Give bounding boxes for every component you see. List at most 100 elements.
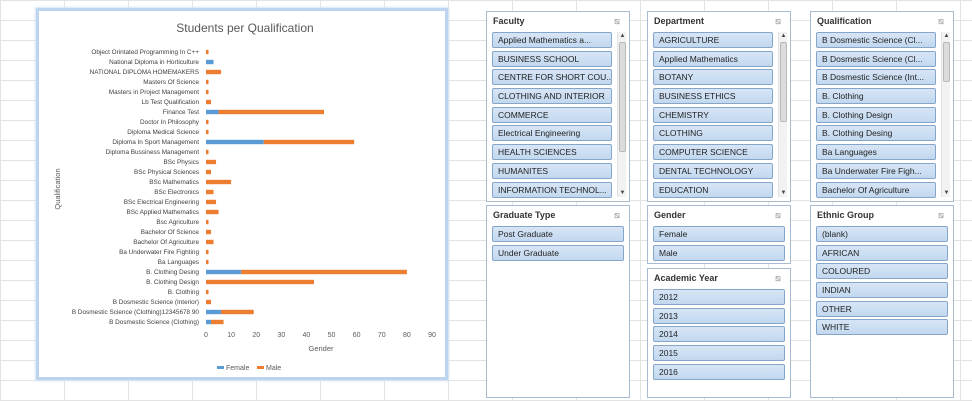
clear-filter-icon[interactable]: ⧅ — [938, 16, 944, 26]
qualification-scrollbar[interactable]: ▲ ▼ — [941, 32, 950, 197]
academic-year-item[interactable]: 2012 — [653, 289, 785, 305]
gender-item[interactable]: Male — [653, 244, 785, 261]
x-tick-label: 90 — [428, 332, 436, 339]
faculty-item[interactable]: BUSINESS SCHOOL — [492, 50, 612, 67]
bar-male — [206, 49, 209, 55]
category-label: Doctor In Philosophy — [140, 119, 200, 126]
department-item[interactable]: AGRICULTURE — [653, 32, 773, 48]
scroll-down-arrow-icon[interactable]: ▼ — [943, 190, 950, 196]
x-tick-label: 10 — [227, 332, 235, 339]
faculty-item[interactable]: CENTRE FOR SHORT COU... — [492, 69, 612, 86]
qualification-item[interactable]: B Dosmestic Science (Cl... — [816, 32, 936, 48]
category-label: Ba Languages — [158, 259, 199, 266]
category-label: BSc Physics — [163, 159, 199, 166]
legend-label-female: Female — [226, 365, 249, 372]
qualification-item[interactable]: Bachelor Of Agriculture — [816, 181, 936, 198]
qualification-item[interactable]: B Dosmestic Science (Cl... — [816, 50, 936, 67]
category-label: BSc Applied Mathematics — [127, 209, 199, 216]
academic-year-item[interactable]: 2014 — [653, 326, 785, 343]
category-label: Diploma In Sport Management — [112, 139, 199, 146]
bar-male — [206, 229, 212, 235]
graduate-type-slicer: Graduate Type ⧅ Post Graduate Under Gradu… — [486, 205, 630, 398]
clear-filter-icon[interactable]: ⧅ — [775, 16, 781, 26]
graduate-type-item[interactable]: Under Graduate — [492, 244, 624, 261]
scroll-down-arrow-icon[interactable]: ▼ — [780, 190, 787, 196]
chart-container[interactable]: Students per Qualification Object Orinta… — [36, 8, 448, 380]
scroll-up-arrow-icon[interactable]: ▲ — [619, 33, 626, 39]
department-item[interactable]: COMPUTER SCIENCE — [653, 144, 773, 161]
department-item[interactable]: Applied Mathematics — [653, 50, 773, 67]
faculty-item[interactable]: COMMERCE — [492, 106, 612, 123]
academic-year-item[interactable]: 2013 — [653, 307, 785, 324]
ethnic-group-item[interactable]: OTHER — [816, 300, 948, 317]
qualification-item[interactable]: B. Clothing Desing — [816, 125, 936, 142]
scroll-thumb[interactable] — [943, 42, 950, 82]
clear-filter-icon[interactable]: ⧅ — [614, 16, 620, 26]
x-tick-label: 60 — [353, 332, 361, 339]
bar-male — [206, 199, 217, 205]
bar-male — [206, 149, 209, 155]
department-item[interactable]: CHEMISTRY — [653, 106, 773, 123]
bar-male — [206, 299, 212, 305]
qualification-item[interactable]: B. Clothing — [816, 88, 936, 105]
faculty-item[interactable]: HUMANITES — [492, 162, 612, 179]
category-label: BSc Electronics — [154, 189, 199, 196]
scroll-up-arrow-icon[interactable]: ▲ — [780, 33, 787, 39]
category-label: Bachelor Of Agriculture — [133, 239, 199, 246]
bar-male — [206, 89, 209, 95]
category-label: B. Clothing Desing — [146, 269, 199, 276]
clear-filter-icon[interactable]: ⧅ — [775, 273, 781, 283]
category-label: B Dosmestic Science (Clothing)12345678 9… — [72, 309, 200, 316]
gender-slicer: Gender ⧅ Female Male — [647, 205, 791, 264]
department-item[interactable]: EDUCATION — [653, 181, 773, 198]
category-label: Bsc Agriculture — [156, 219, 199, 226]
gender-slicer-title: Gender — [654, 210, 686, 220]
clear-filter-icon[interactable]: ⧅ — [614, 210, 620, 220]
qualification-item[interactable]: Ba Underwater Fire Figh... — [816, 162, 936, 179]
academic-year-slicer: Academic Year ⧅ 2012 2013 2014 2015 2016 — [647, 268, 791, 398]
bar-male — [206, 249, 209, 255]
qualification-item[interactable]: Ba Languages — [816, 144, 936, 161]
x-tick-label: 20 — [252, 332, 260, 339]
graduate-type-item[interactable]: Post Graduate — [492, 226, 624, 242]
bar-male — [206, 179, 232, 185]
gender-item[interactable]: Female — [653, 226, 785, 242]
faculty-item[interactable]: INFORMATION TECHNOL... — [492, 181, 612, 198]
qualification-item[interactable]: B. Clothing Design — [816, 106, 936, 123]
faculty-slicer: Faculty ⧅ Applied Mathematics a... BUSINE… — [486, 11, 630, 202]
scroll-up-arrow-icon[interactable]: ▲ — [943, 33, 950, 39]
bar-male — [221, 309, 254, 315]
academic-year-item[interactable]: 2015 — [653, 345, 785, 362]
department-item[interactable]: BUSINESS ETHICS — [653, 88, 773, 105]
department-item[interactable]: DENTAL TECHNOLOGY — [653, 162, 773, 179]
qualification-item[interactable]: B Dosmestic Science (Int... — [816, 69, 936, 86]
category-label: National Diploma in Horticulture — [109, 59, 199, 66]
bar-male — [206, 99, 212, 105]
faculty-item[interactable]: Electrical Engineering — [492, 125, 612, 142]
ethnic-group-item[interactable]: WHITE — [816, 319, 948, 336]
faculty-scrollbar[interactable]: ▲ ▼ — [617, 32, 626, 197]
ethnic-group-item[interactable]: AFRICAN — [816, 244, 948, 261]
department-item[interactable]: CLOTHING — [653, 125, 773, 142]
faculty-item[interactable]: HEALTH SCIENCES — [492, 144, 612, 161]
clear-filter-icon[interactable]: ⧅ — [775, 210, 781, 220]
bar-female — [206, 269, 242, 275]
bar-female — [206, 309, 222, 315]
clear-filter-icon[interactable]: ⧅ — [938, 210, 944, 220]
scroll-thumb[interactable] — [619, 42, 626, 152]
qualification-slicer-title: Qualification — [817, 16, 872, 26]
category-label: B Dosmestic Science (Clothing) — [109, 319, 199, 326]
academic-year-item[interactable]: 2016 — [653, 363, 785, 380]
faculty-item[interactable]: Applied Mathematics a... — [492, 32, 612, 48]
department-scrollbar[interactable]: ▲ ▼ — [778, 32, 787, 197]
ethnic-group-item[interactable]: (blank) — [816, 226, 948, 242]
scroll-down-arrow-icon[interactable]: ▼ — [619, 190, 626, 196]
department-item[interactable]: BOTANY — [653, 69, 773, 86]
bar-male — [211, 319, 224, 325]
faculty-item[interactable]: CLOTHING AND INTERIOR — [492, 88, 612, 105]
scroll-thumb[interactable] — [780, 42, 787, 122]
category-label: Diploma Medical Science — [127, 129, 199, 136]
ethnic-group-item[interactable]: COLOURED — [816, 263, 948, 280]
ethnic-group-slicer-title: Ethnic Group — [817, 210, 874, 220]
ethnic-group-item[interactable]: INDIAN — [816, 282, 948, 299]
